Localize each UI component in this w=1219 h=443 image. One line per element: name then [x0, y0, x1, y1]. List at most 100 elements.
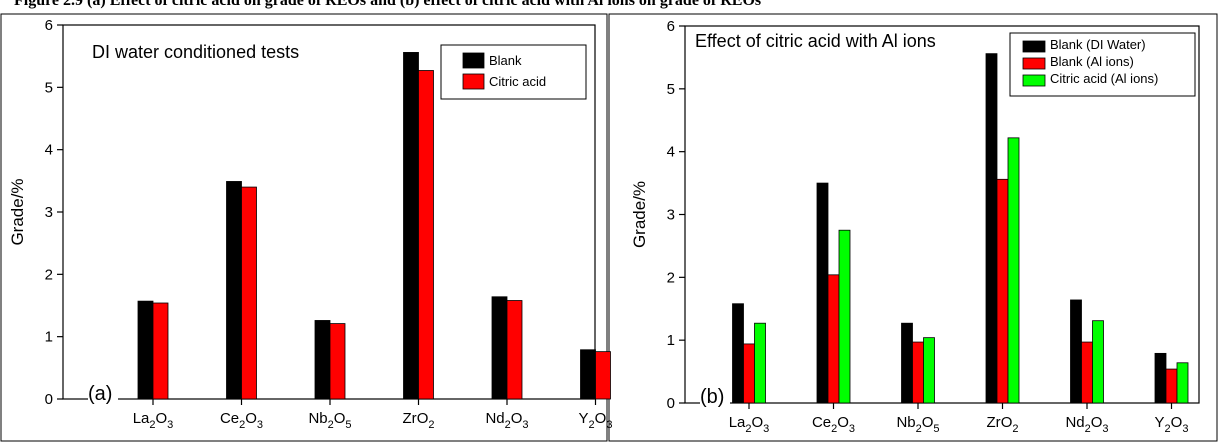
y-tick-label: 1 [667, 332, 675, 349]
panel-label: (a) [88, 374, 118, 405]
x-tick-label-subscript: 2 [589, 419, 595, 431]
panel-a-frame [0, 13, 608, 442]
x-tick-label-base: Ce [220, 410, 239, 427]
x-tick-label-base: Nd [1065, 414, 1084, 431]
bar-a-s0-c2 [314, 320, 331, 400]
legend-label: Blank (DI Water) [1050, 37, 1146, 52]
x-tick-label: Y2O3 [1155, 414, 1189, 435]
bar-a-s0-c0 [137, 300, 154, 400]
x-tick-label-base: Zr [987, 414, 1001, 431]
x-tick-label: Nd2O3 [485, 410, 528, 431]
figure-caption: Figure 2.9 (a) Effect of citric acid on … [0, 0, 1219, 14]
x-tick-label-base: Nb [896, 414, 915, 431]
legend: Blank (DI Water) Blank (Al ions) Citric ac… [1009, 32, 1196, 97]
x-tick-label-mid: O [1091, 414, 1103, 431]
bar-b-s2-c4 [1092, 320, 1104, 404]
bar-a-s0-c1 [226, 181, 242, 400]
bar-a-s1-c0 [152, 302, 169, 400]
legend-swatch [462, 73, 485, 90]
y-tick-label: 3 [667, 207, 675, 224]
x-tick-label-subscript: 2 [745, 423, 751, 435]
x-tick-label-mid: O [417, 410, 429, 427]
x-tick-label: La2O3 [133, 410, 174, 431]
x-tick-label-subscript: 2 [428, 419, 434, 431]
bar-b-s2-c1 [838, 229, 851, 404]
x-tick-label: Ce2O3 [220, 410, 263, 431]
x-tick-label-mid: O [752, 414, 764, 431]
x-tick-label-subscript: 2 [1165, 423, 1171, 435]
y-tick-label: 2 [667, 269, 675, 286]
bar-b-s0-c5 [1154, 352, 1167, 404]
chart-title: Effect of citric acid with Al ions [695, 31, 936, 51]
legend-label: Citric acid (Al ions) [1050, 71, 1158, 86]
x-tick-label-mid: O [511, 410, 523, 427]
bar-a-s0-c5 [580, 349, 596, 400]
legend-swatch [462, 52, 485, 69]
x-tick-label-subscript: 2 [239, 419, 245, 431]
y-tick-label: 5 [667, 81, 675, 98]
legend-label: Blank (Al ions) [1050, 54, 1134, 69]
x-tick-label-subscript: 2 [505, 419, 511, 431]
x-tick-label-subscript: 3 [257, 419, 263, 431]
y-tick-label: 6 [45, 17, 53, 34]
x-tick-label: Ce2O3 [812, 414, 855, 435]
y-tick-label: 3 [45, 204, 53, 221]
bar-b-s2-c0 [754, 322, 766, 404]
bar-a-s0-c3 [403, 52, 419, 400]
y-tick-label: 4 [45, 142, 53, 159]
y-axis-label: Grade/% [630, 181, 649, 248]
x-tick-label-subscript: 2 [916, 423, 922, 435]
y-axis-label: Grade/% [8, 178, 27, 245]
bar-b-s0-c3 [985, 53, 998, 404]
x-tick-label-base: La [729, 414, 746, 431]
x-tick-label-subscript: 2 [149, 419, 155, 431]
y-tick-label: 0 [45, 391, 53, 408]
legend-swatch [1022, 74, 1046, 87]
x-tick-label: Y2O3 [579, 410, 613, 431]
x-tick-label-base: Ce [812, 414, 831, 431]
bar-b-s1-c5 [1165, 368, 1178, 404]
x-tick-label: Nb2O5 [896, 414, 939, 435]
panel-label-bg [700, 377, 730, 407]
bar-b-s2-c3 [1007, 137, 1020, 404]
y-tick-label: 2 [45, 266, 53, 283]
x-tick-label-subscript: 2 [328, 419, 334, 431]
bar-b-s1-c3 [996, 178, 1009, 404]
x-tick-label-mid: O [595, 410, 607, 427]
bar-b-s2-c2 [923, 337, 935, 404]
x-tick-label-subscript: 5 [345, 419, 351, 431]
bar-b-s1-c1 [827, 274, 840, 404]
x-tick-label-subscript: 3 [606, 419, 612, 431]
x-tick-label: ZrO2 [403, 410, 435, 431]
x-tick-label-mid: O [1001, 414, 1013, 431]
panel-label-text: (b) [700, 386, 724, 408]
x-tick-label-subscript: 5 [933, 423, 939, 435]
x-tick-label-subscript: 3 [763, 423, 769, 435]
x-tick-label-mid: O [245, 410, 257, 427]
bar-b-s1-c4 [1081, 341, 1093, 404]
bar-b-s1-c2 [912, 341, 924, 404]
x-tick-label-mid: O [156, 410, 168, 427]
x-tick-label: La2O3 [729, 414, 770, 435]
y-tick-label: 5 [45, 79, 53, 96]
x-tick-label-subscript: 3 [1102, 423, 1108, 435]
bar-b-s1-c0 [743, 343, 755, 404]
legend-label: Citric acid [489, 74, 546, 89]
x-tick-label-mid: O [922, 414, 934, 431]
bar-b-s2-c5 [1176, 362, 1189, 404]
y-tick-label: 0 [667, 395, 675, 412]
bar-a-s1-c3 [418, 70, 434, 400]
bar-a-s1-c2 [329, 323, 346, 400]
bar-a-s1-c1 [241, 186, 257, 400]
bar-b-s0-c2 [901, 322, 913, 404]
x-tick-label: Nd2O3 [1065, 414, 1108, 435]
y-tick-label: 4 [667, 144, 675, 161]
x-tick-label-mid: O [334, 410, 346, 427]
legend: Blank Citric acid [440, 44, 587, 100]
legend-swatch [1022, 57, 1046, 70]
bar-b-s0-c1 [816, 182, 829, 404]
x-tick-label: Nb2O5 [308, 410, 351, 431]
